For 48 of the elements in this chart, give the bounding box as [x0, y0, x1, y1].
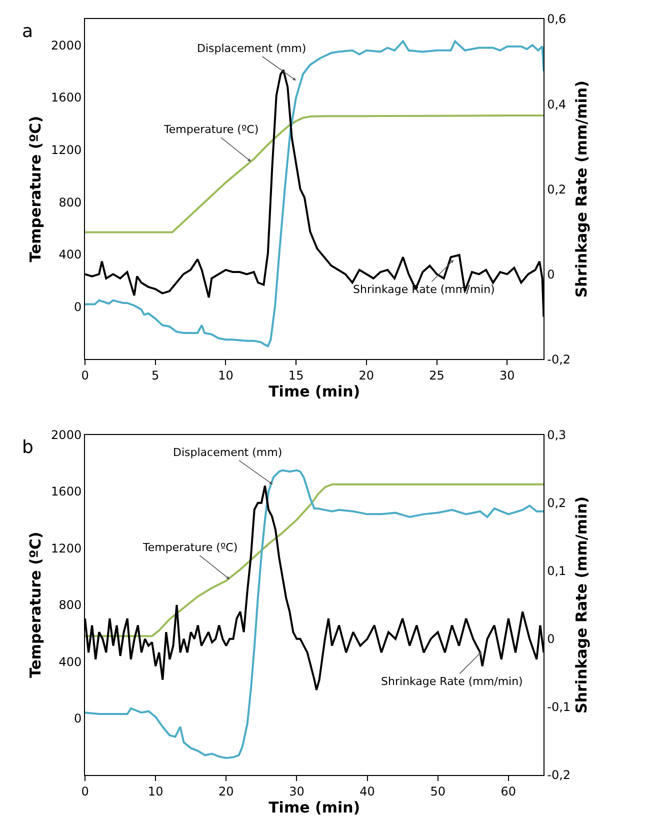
annotation: Temperature (ºC): [163, 123, 259, 136]
annotation: Displacement (mm): [197, 42, 306, 55]
annotation: Shrinkage Rate (mm/min): [381, 675, 523, 688]
y2-tick-label: 0,4: [547, 97, 566, 112]
y2-axis-title: Shrinkage Rate (mm/min): [572, 496, 591, 714]
y-tick-label: 0: [74, 300, 82, 314]
y2-axis-title: Shrinkage Rate (mm/min): [572, 80, 591, 298]
y2-tick-label: 0,2: [547, 182, 566, 196]
y2-tick-label: -0,2: [547, 768, 571, 782]
y-tick-label: 400: [58, 248, 82, 262]
x-tick-label: 30: [499, 368, 515, 383]
x-tick-label: 50: [430, 784, 446, 798]
x-tick-label: 10: [148, 784, 164, 798]
x-tick-label: 25: [429, 368, 444, 383]
y-tick-label: 1200: [51, 143, 82, 158]
y2-tick-label: -0,2: [547, 352, 571, 366]
y-tick-label: 1600: [51, 90, 82, 105]
y2-tick-label: 0: [547, 632, 555, 646]
x-tick-label: 20: [218, 784, 234, 798]
text: b: [22, 437, 34, 458]
y2-tick-label: 0,6: [547, 12, 566, 26]
text: a: [22, 21, 34, 42]
y2-tick-label: 0,2: [547, 496, 566, 510]
y-tick-label: 2000: [51, 428, 82, 442]
y2-tick-label: 0: [547, 267, 555, 282]
y-tick-label: 1200: [51, 541, 82, 556]
y-tick-label: 800: [58, 598, 82, 612]
y2-tick-label: -0,1: [547, 700, 571, 714]
x-tick-label: 40: [360, 784, 375, 798]
y2-tick-label: 0,3: [547, 428, 566, 442]
annotation: Temperature (ºC): [142, 541, 238, 554]
x-tick-label: 60: [500, 784, 516, 798]
y2-tick-label: 0,1: [547, 564, 566, 578]
x-axis-title: Time (min): [268, 798, 360, 816]
y-tick-label: 800: [58, 195, 82, 210]
y-tick-label: 2000: [51, 38, 82, 52]
x-tick-label: 15: [288, 368, 304, 383]
x-tick-label: 10: [218, 368, 234, 383]
y-axis-title: Temperature (ºC): [26, 532, 44, 678]
y-axis-title: Temperature (ºC): [26, 116, 44, 262]
x-tick-label: 20: [358, 368, 374, 383]
x-tick-label: 30: [289, 784, 304, 798]
y-tick-label: 1600: [51, 484, 82, 499]
x-axis-title: Time (min): [268, 382, 360, 401]
annotation: Displacement (mm): [173, 446, 282, 459]
y-tick-label: 0: [74, 712, 82, 726]
x-tick-label: 5: [152, 368, 160, 383]
y-tick-label: 400: [58, 654, 82, 669]
